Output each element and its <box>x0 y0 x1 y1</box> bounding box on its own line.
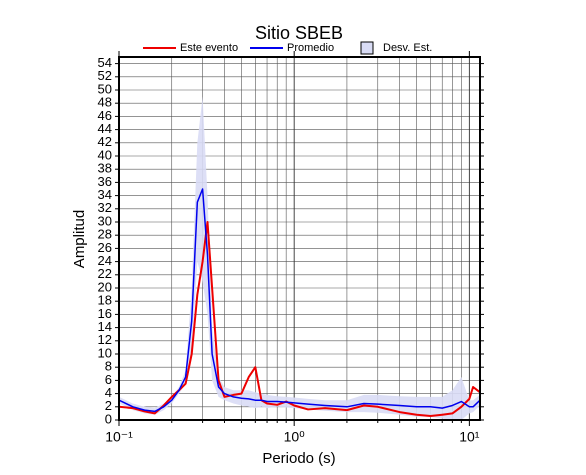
y-tick-label: 2 <box>105 398 112 413</box>
y-axis-label: Amplitud <box>71 210 88 268</box>
y-tick-label: 4 <box>105 385 112 400</box>
y-tick-label: 42 <box>98 134 112 149</box>
y-tick-label: 14 <box>98 319 112 334</box>
y-tick-label: 10 <box>98 345 112 360</box>
legend-label: Desv. Est. <box>383 42 432 54</box>
y-tick-label: 36 <box>98 174 112 189</box>
y-tick-label: 18 <box>98 293 112 308</box>
plot-area <box>119 96 480 420</box>
y-tick-label: 32 <box>98 200 112 215</box>
y-tick-label: 54 <box>98 55 112 70</box>
legend: Este evento Promedio Desv. Est. <box>143 41 432 55</box>
grid <box>118 57 480 421</box>
y-tick-label: 20 <box>98 279 112 294</box>
y-tick-label: 28 <box>98 227 112 242</box>
y-tick-label: 0 <box>105 411 112 426</box>
x-tick-label: 10¹ <box>459 429 480 445</box>
legend-label: Promedio <box>287 42 334 54</box>
y-tick-label: 52 <box>98 68 112 83</box>
legend-label: Este evento <box>180 42 238 54</box>
axes: 0246810121416182022242628303234363840424… <box>98 51 484 445</box>
legend-swatch <box>360 41 374 55</box>
y-tick-label: 6 <box>105 372 112 387</box>
y-tick-label: 12 <box>98 332 112 347</box>
x-axis-label: Periodo (s) <box>262 450 335 467</box>
y-tick-label: 16 <box>98 306 112 321</box>
y-tick-label: 30 <box>98 213 112 228</box>
y-tick-label: 8 <box>105 359 112 374</box>
x-tick-label: 10⁻¹ <box>105 429 133 445</box>
y-tick-label: 26 <box>98 240 112 255</box>
y-tick-label: 40 <box>98 147 112 162</box>
y-tick-label: 48 <box>98 95 112 110</box>
y-tick-label: 24 <box>98 253 112 268</box>
y-tick-label: 50 <box>98 81 112 96</box>
std-band <box>119 96 480 420</box>
y-tick-label: 38 <box>98 161 112 176</box>
chart-title: Sitio SBEB <box>255 23 343 43</box>
y-tick-label: 46 <box>98 108 112 123</box>
y-tick-label: 34 <box>98 187 112 202</box>
series-line <box>119 221 480 418</box>
plot-frame <box>118 56 481 421</box>
x-tick-label: 10⁰ <box>284 429 306 445</box>
y-tick-label: 44 <box>98 121 112 136</box>
y-tick-label: 22 <box>98 266 112 281</box>
series-line <box>119 188 480 413</box>
